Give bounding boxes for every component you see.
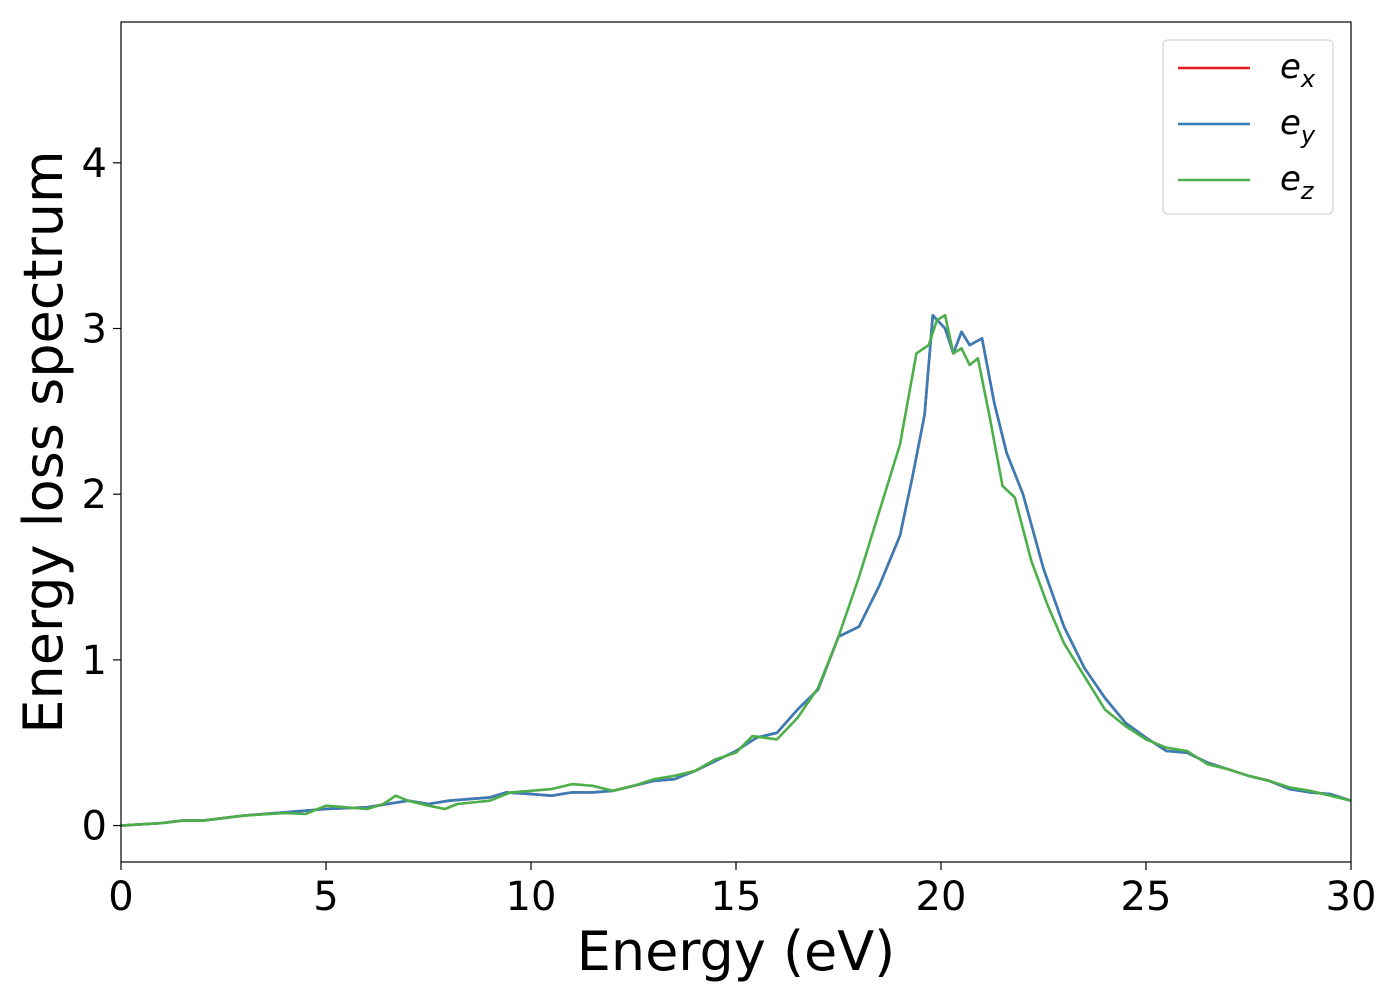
plot-area [121, 22, 1351, 862]
y-tick-label: 0 [82, 804, 107, 850]
x-tick-label: 0 [108, 874, 133, 920]
x-tick-label: 25 [1121, 874, 1172, 920]
x-tick-label: 30 [1326, 874, 1377, 920]
legend-box [1162, 39, 1334, 215]
x-tick-label: 10 [506, 874, 557, 920]
y-axis-title: Energy loss spectrum [12, 150, 75, 733]
x-tick-label: 5 [313, 874, 338, 920]
y-tick-label: 4 [82, 141, 107, 187]
y-tick-label: 1 [82, 638, 107, 684]
series-line-z [120, 314, 1352, 827]
x-tick-label: 15 [711, 874, 762, 920]
x-axis-title: Energy (eV) [577, 920, 896, 983]
series-lines [120, 314, 1352, 827]
y-tick-label: 3 [82, 307, 107, 353]
x-tick-label: 20 [916, 874, 967, 920]
y-tick-label: 2 [82, 472, 107, 518]
y-axis-ticks: 0 1 2 3 4 [82, 141, 121, 850]
x-axis-ticks: 0 5 10 15 20 25 30 [108, 862, 1376, 920]
